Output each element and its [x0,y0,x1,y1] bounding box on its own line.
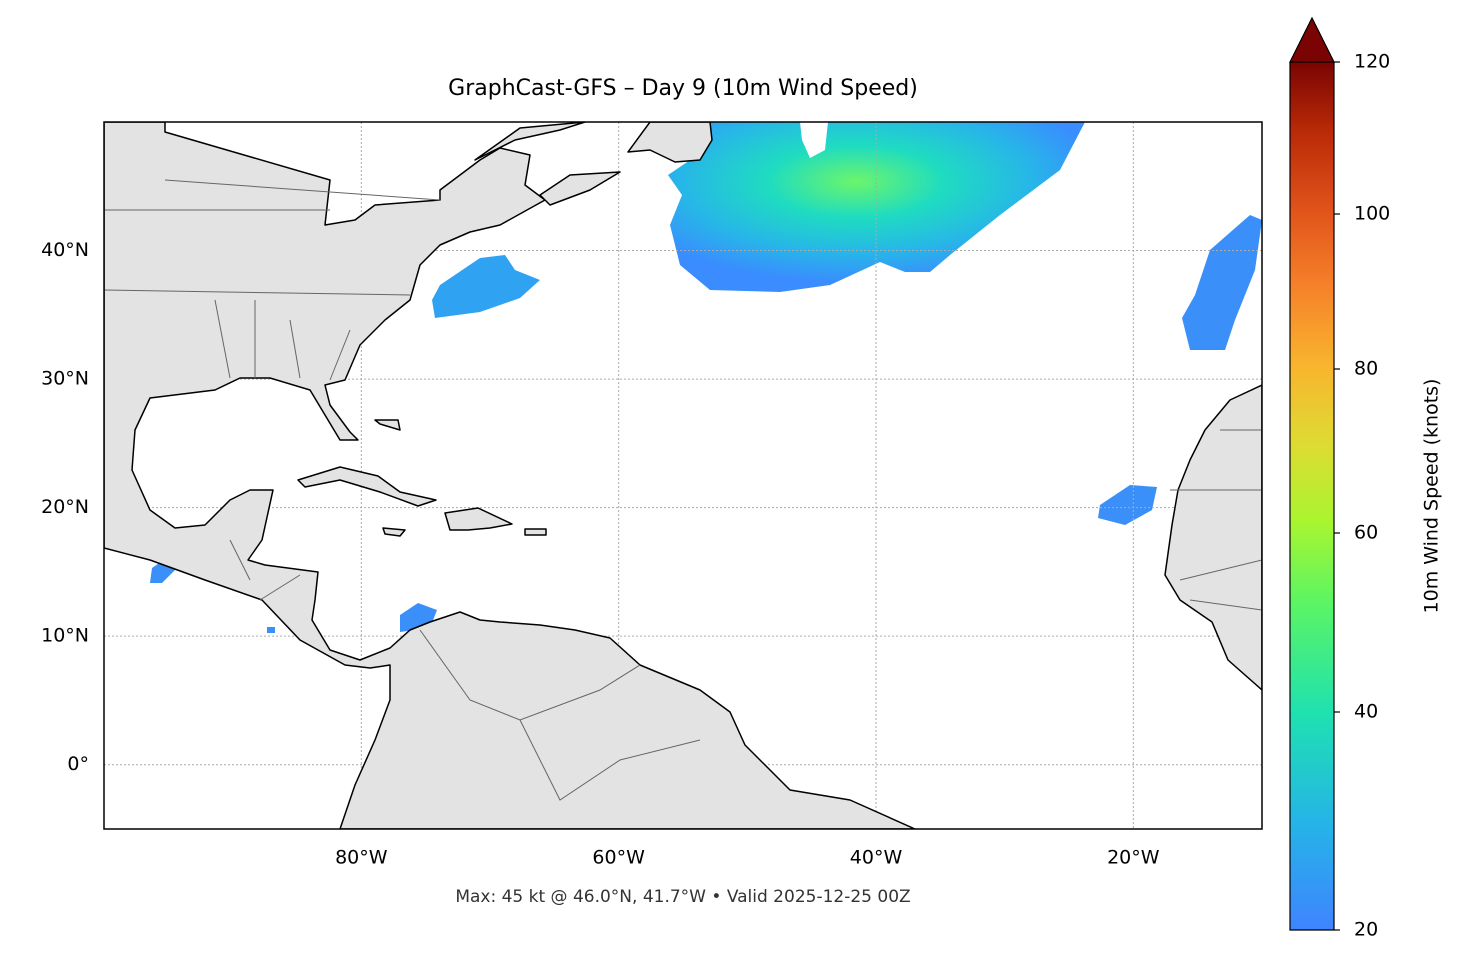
colorbar-label: 10m Wind Speed (knots) [1421,379,1443,614]
map-frame [103,121,1263,830]
colorbar-tick-label: 120 [1354,51,1390,73]
wind-region [1098,485,1157,525]
colorbar-tick-label: 40 [1354,701,1378,723]
wind-region [1182,215,1262,350]
y-tick-label: 30°N [41,368,89,390]
colorbar-frame [1289,62,1335,931]
colorbar-tick-label: 20 [1354,919,1378,941]
colorbar-tick-label: 80 [1354,358,1378,380]
colorbar-extend [1289,16,1335,63]
chart-title: GraphCast-GFS – Day 9 (10m Wind Speed) [448,76,918,101]
y-tick-label: 10°N [41,625,89,647]
land [104,122,1262,829]
x-tick-label: 20°W [1107,847,1160,869]
y-tick-label: 20°N [41,496,89,518]
map [104,122,1262,829]
colorbar-tick-label: 60 [1354,522,1378,544]
y-tick-label: 40°N [41,239,89,261]
x-tick-label: 60°W [592,847,645,869]
y-tick-label: 0° [67,753,89,775]
x-tick-label: 80°W [335,847,388,869]
colorbar [1290,62,1334,930]
colorbar-tick-label: 100 [1354,203,1390,225]
wind-region [267,627,275,633]
wind-region [432,255,540,318]
footnote: Max: 45 kt @ 46.0°N, 41.7°W • Valid 2025… [455,887,910,907]
x-tick-label: 40°W [850,847,903,869]
